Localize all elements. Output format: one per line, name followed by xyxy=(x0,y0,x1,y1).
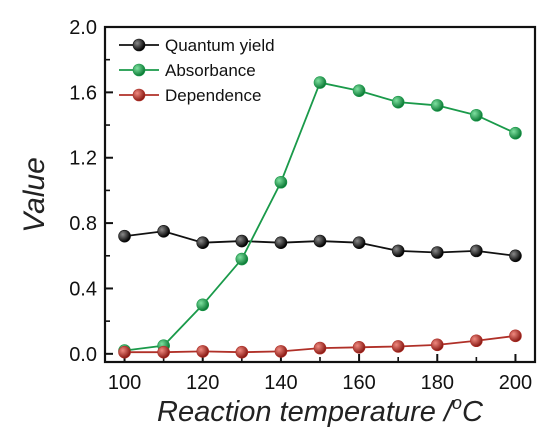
data-point-quantum-yield xyxy=(196,236,210,250)
series-layer xyxy=(118,76,522,359)
x-axis-title-unit: C xyxy=(462,396,484,428)
x-tick-label: 140 xyxy=(264,372,297,394)
data-point-absorbance xyxy=(274,175,288,189)
data-point-quantum-yield xyxy=(157,224,170,238)
y-tick-label: 1.2 xyxy=(69,148,97,170)
data-point-dependence xyxy=(274,345,288,358)
data-point-dependence xyxy=(352,340,366,354)
data-point-dependence xyxy=(470,334,483,348)
x-tick-label: 100 xyxy=(108,372,141,394)
y-tick-label: 0.4 xyxy=(69,278,97,300)
data-point-absorbance xyxy=(470,108,483,122)
data-point-absorbance xyxy=(196,298,210,312)
data-point-absorbance xyxy=(352,84,366,98)
data-point-absorbance xyxy=(391,95,405,109)
data-point-quantum-yield xyxy=(313,234,327,248)
series-line-absorbance xyxy=(124,81,516,352)
data-point-dependence xyxy=(118,345,131,359)
data-point-quantum-yield xyxy=(235,234,249,248)
legend-label-absorbance: Absorbance xyxy=(165,61,256,80)
x-axis-title-sup: o xyxy=(452,393,462,413)
legend: Quantum yield Absorbance Dependence xyxy=(119,36,275,105)
y-axis-ticks: 0.0 0.4 0.8 1.2 1.6 2.0 xyxy=(69,17,113,366)
legend-label-quantum-yield: Quantum yield xyxy=(165,36,275,55)
data-point-absorbance xyxy=(313,76,327,89)
y-axis-title: Value xyxy=(18,157,51,233)
data-point-quantum-yield xyxy=(430,246,444,259)
data-point-dependence xyxy=(235,345,249,359)
data-point-absorbance xyxy=(509,126,522,140)
data-point-dependence xyxy=(157,345,170,359)
data-point-dependence xyxy=(313,341,327,355)
legend-marker-absorbance xyxy=(132,63,146,77)
x-tick-label: 200 xyxy=(499,372,532,394)
x-tick-label: 160 xyxy=(342,372,375,394)
y-tick-label: 0.0 xyxy=(69,344,97,366)
x-axis-title: Reaction temperature /oC xyxy=(157,393,484,428)
data-point-quantum-yield xyxy=(391,244,405,258)
data-point-absorbance xyxy=(235,252,249,266)
data-point-absorbance xyxy=(430,99,444,112)
y-tick-label: 1.6 xyxy=(69,82,97,104)
data-point-quantum-yield xyxy=(274,236,288,250)
data-point-dependence xyxy=(430,338,444,352)
data-point-quantum-yield xyxy=(118,229,131,243)
y-tick-label: 0.8 xyxy=(69,213,97,235)
data-point-quantum-yield xyxy=(509,249,522,263)
data-point-dependence xyxy=(509,329,522,343)
data-point-quantum-yield xyxy=(352,236,366,250)
x-axis-ticks: 100 120 140 160 180 200 xyxy=(108,354,532,394)
data-point-dependence xyxy=(391,340,405,353)
y-tick-label: 2.0 xyxy=(69,17,97,39)
data-point-quantum-yield xyxy=(470,244,483,258)
legend-marker-quantum-yield xyxy=(132,38,146,52)
legend-marker-dependence xyxy=(132,88,146,102)
x-axis-title-main: Reaction temperature / xyxy=(157,396,455,428)
data-point-dependence xyxy=(196,345,210,358)
x-tick-label: 180 xyxy=(421,372,454,394)
x-tick-label: 120 xyxy=(186,372,219,394)
legend-label-dependence: Dependence xyxy=(165,86,261,105)
